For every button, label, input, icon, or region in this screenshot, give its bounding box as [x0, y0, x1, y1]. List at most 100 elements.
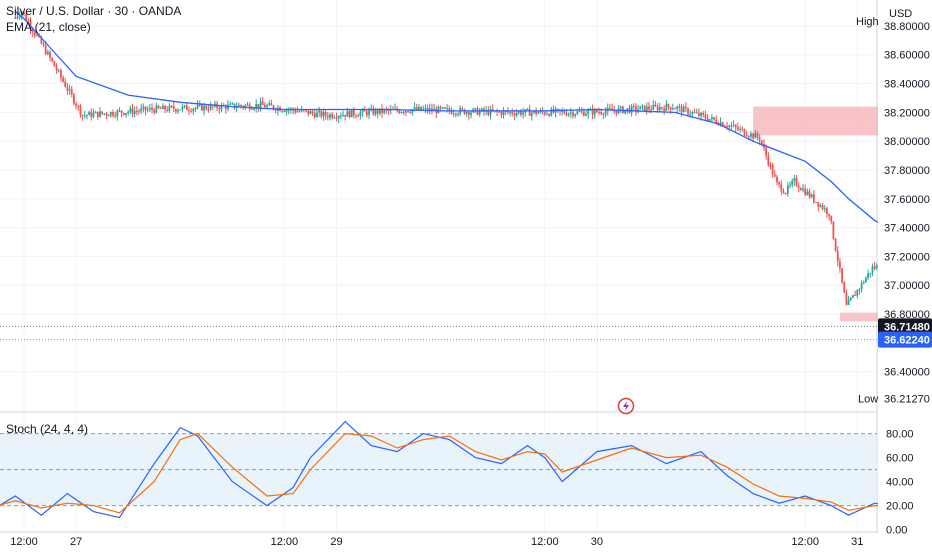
candle-body: [346, 111, 349, 117]
candle-body: [311, 111, 314, 114]
candle-body: [849, 297, 852, 301]
candle-body: [598, 111, 600, 113]
candle-body: [687, 108, 689, 115]
candle-body: [161, 105, 164, 109]
candle-body: [526, 108, 529, 110]
candle-body: [246, 104, 249, 106]
ema-legend[interactable]: EMA (21, close): [6, 20, 91, 34]
candle-body: [537, 112, 540, 114]
candle-body: [107, 115, 110, 117]
candle-body: [177, 110, 179, 112]
candle-body: [741, 128, 744, 130]
candle-body: [211, 105, 214, 107]
currency-label[interactable]: USD: [889, 8, 912, 20]
candle-body: [487, 110, 490, 115]
candle-body: [470, 112, 472, 115]
candles-layer: [14, 10, 932, 306]
candle-body: [205, 105, 208, 109]
candle-body: [467, 112, 470, 115]
candle-body: [348, 111, 351, 118]
candle-body: [266, 105, 268, 108]
candle-body: [144, 106, 147, 111]
candle-body: [734, 125, 737, 128]
candle-body: [146, 109, 149, 111]
candle-body: [791, 180, 794, 185]
candle-body: [845, 292, 848, 305]
candle-body: [94, 111, 97, 114]
candle-body: [309, 111, 312, 115]
candle-body: [862, 282, 865, 284]
candle-body: [342, 114, 344, 117]
last-price-badge-bg: [878, 318, 932, 335]
candle-body: [142, 106, 145, 109]
candle-body: [728, 125, 731, 128]
candle-body: [517, 111, 520, 114]
candle-body: [441, 107, 444, 109]
candle-body: [62, 77, 64, 82]
time-tick-label: 12:00: [10, 536, 38, 548]
candle-body: [732, 125, 735, 127]
candle-body: [350, 109, 353, 118]
candle-body: [578, 111, 581, 113]
candle-body: [420, 106, 423, 110]
candle-body: [546, 114, 548, 116]
candle-body: [383, 109, 386, 113]
candle-body: [268, 103, 271, 106]
candle-body: [522, 112, 524, 115]
candle-body: [73, 94, 75, 104]
candle-body: [836, 250, 839, 262]
candle-body: [344, 114, 347, 117]
price-tick-label: 38.80000: [884, 21, 930, 33]
candle-body: [700, 113, 702, 117]
price-tick-label: 37.20000: [884, 251, 930, 263]
price-tick-label: 37.80000: [884, 165, 930, 177]
price-tick-label: 36.40000: [884, 367, 930, 379]
candle-body: [31, 29, 34, 33]
candle-body: [57, 70, 60, 72]
candle-body: [23, 12, 25, 14]
candle-body: [79, 105, 82, 116]
candle-body: [509, 111, 511, 113]
candle-body: [129, 108, 132, 112]
candle-body: [231, 103, 234, 105]
candle-body: [739, 128, 741, 130]
candle-body: [255, 104, 258, 109]
candle-body: [431, 108, 433, 111]
candle-body: [114, 115, 117, 117]
stoch-legend[interactable]: Stoch (24, 4, 4): [6, 422, 89, 436]
candle-body: [708, 118, 711, 121]
last-price-badge: 36.71480: [884, 321, 930, 333]
candle-body: [478, 111, 481, 115]
candle-body: [804, 188, 807, 195]
candle-body: [103, 113, 106, 115]
candle-body: [706, 118, 709, 121]
candle-body: [68, 89, 71, 91]
candle-body: [873, 266, 876, 269]
candle-body: [159, 107, 162, 109]
price-axis-bg: [878, 0, 932, 550]
candle-body: [185, 105, 188, 111]
candle-body: [248, 104, 251, 110]
candle-body: [817, 202, 820, 207]
lightning-replay-icon[interactable]: [617, 397, 635, 415]
candle-body: [713, 117, 715, 120]
candle-body: [151, 107, 153, 110]
candle-body: [75, 103, 77, 106]
candle-body: [684, 106, 687, 109]
candle-body: [201, 104, 203, 111]
candle-body: [756, 133, 759, 138]
candle-body: [64, 81, 67, 87]
candle-body: [678, 106, 681, 108]
candle-body: [112, 112, 114, 116]
candle-body: [569, 112, 572, 114]
candle-body: [582, 111, 585, 116]
candle-body: [329, 114, 331, 118]
candle-body: [867, 273, 870, 278]
candle-body: [263, 104, 266, 108]
candle-body: [535, 110, 538, 114]
chart-legend-title[interactable]: Silver / U.S. Dollar · 30 · OANDA: [6, 4, 182, 18]
candle-body: [567, 113, 570, 116]
